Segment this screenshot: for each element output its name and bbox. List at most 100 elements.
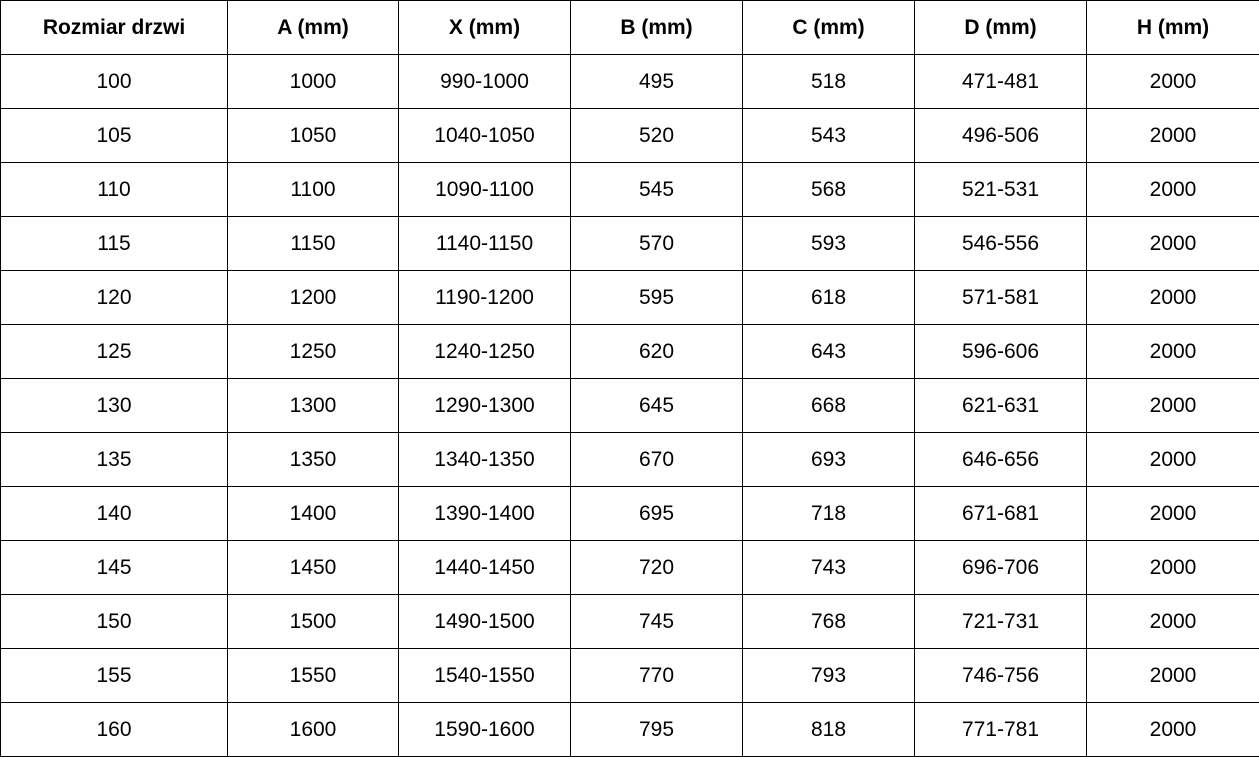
table-cell: 721-731 (914, 594, 1087, 649)
table-cell: 130 (0, 378, 228, 433)
table-cell: 670 (570, 432, 743, 487)
table-cell: 1540-1550 (398, 648, 571, 703)
table-cell: 135 (0, 432, 228, 487)
table-row: 150 1500 1490-1500 745 768 721-731 2000 (0, 594, 1259, 649)
table-cell: 1250 (227, 324, 399, 379)
table-cell: 1490-1500 (398, 594, 571, 649)
table-row: 155 1550 1540-1550 770 793 746-756 2000 (0, 648, 1259, 703)
table-cell: 596-606 (914, 324, 1087, 379)
table-cell: 1440-1450 (398, 540, 571, 595)
table-cell: 1000 (227, 54, 399, 109)
table-cell: 620 (570, 324, 743, 379)
table-cell: 768 (742, 594, 915, 649)
table-cell: 618 (742, 270, 915, 325)
table-cell: 696-706 (914, 540, 1087, 595)
table-cell: 1150 (227, 216, 399, 271)
table-cell: 160 (0, 702, 228, 757)
table-cell: 1500 (227, 594, 399, 649)
table-row: 110 1100 1090-1100 545 568 521-531 2000 (0, 162, 1259, 217)
table-cell: 2000 (1086, 702, 1259, 757)
table-row: 125 1250 1240-1250 620 643 596-606 2000 (0, 324, 1259, 379)
table-cell: 1350 (227, 432, 399, 487)
table-cell: 1100 (227, 162, 399, 217)
table-header: Rozmiar drzwi A (mm) X (mm) B (mm) C (mm) D (… (0, 0, 1259, 55)
table-cell: 645 (570, 378, 743, 433)
table-cell: 2000 (1086, 486, 1259, 541)
table-cell: 471-481 (914, 54, 1087, 109)
table-cell: 543 (742, 108, 915, 163)
table-cell: 2000 (1086, 162, 1259, 217)
table-cell: 2000 (1086, 324, 1259, 379)
table-row: 120 1200 1190-1200 595 618 571-581 2000 (0, 270, 1259, 325)
table-cell: 2000 (1086, 54, 1259, 109)
table-cell: 695 (570, 486, 743, 541)
table-cell: 1140-1150 (398, 216, 571, 271)
table-cell: 520 (570, 108, 743, 163)
table-row: 130 1300 1290-1300 645 668 621-631 2000 (0, 378, 1259, 433)
column-header: H (mm) (1086, 0, 1259, 55)
table-cell: 746-756 (914, 648, 1087, 703)
table-cell: 518 (742, 54, 915, 109)
table-cell: 100 (0, 54, 228, 109)
table-cell: 1200 (227, 270, 399, 325)
table-cell: 2000 (1086, 108, 1259, 163)
table-cell: 546-556 (914, 216, 1087, 271)
table-cell: 1290-1300 (398, 378, 571, 433)
table-cell: 1590-1600 (398, 702, 571, 757)
table-cell: 770 (570, 648, 743, 703)
table-cell: 743 (742, 540, 915, 595)
table-cell: 793 (742, 648, 915, 703)
table-row: 115 1150 1140-1150 570 593 546-556 2000 (0, 216, 1259, 271)
table-row: 100 1000 990-1000 495 518 471-481 2000 (0, 54, 1259, 109)
table-cell: 2000 (1086, 540, 1259, 595)
table-cell: 718 (742, 486, 915, 541)
table-cell: 720 (570, 540, 743, 595)
table-cell: 1550 (227, 648, 399, 703)
table-cell: 495 (570, 54, 743, 109)
table-cell: 2000 (1086, 648, 1259, 703)
column-header: B (mm) (570, 0, 743, 55)
column-header: A (mm) (227, 0, 399, 55)
table-cell: 110 (0, 162, 228, 217)
table-cell: 795 (570, 702, 743, 757)
table-cell: 2000 (1086, 216, 1259, 271)
table-cell: 621-631 (914, 378, 1087, 433)
column-header: Rozmiar drzwi (0, 0, 228, 55)
table-cell: 771-781 (914, 702, 1087, 757)
table-cell: 125 (0, 324, 228, 379)
table-row: 160 1600 1590-1600 795 818 771-781 2000 (0, 702, 1259, 757)
table-cell: 646-656 (914, 432, 1087, 487)
table-cell: 1390-1400 (398, 486, 571, 541)
table-cell: 2000 (1086, 270, 1259, 325)
table-cell: 1400 (227, 486, 399, 541)
column-header: X (mm) (398, 0, 571, 55)
table-cell: 2000 (1086, 594, 1259, 649)
table-cell: 521-531 (914, 162, 1087, 217)
table-cell: 1190-1200 (398, 270, 571, 325)
table-cell: 140 (0, 486, 228, 541)
table-row: 145 1450 1440-1450 720 743 696-706 2000 (0, 540, 1259, 595)
table-cell: 115 (0, 216, 228, 271)
table-cell: 120 (0, 270, 228, 325)
table-cell: 1600 (227, 702, 399, 757)
table-cell: 1040-1050 (398, 108, 571, 163)
table-cell: 568 (742, 162, 915, 217)
table-cell: 595 (570, 270, 743, 325)
table-cell: 496-506 (914, 108, 1087, 163)
table-cell: 145 (0, 540, 228, 595)
table-cell: 1340-1350 (398, 432, 571, 487)
table-cell: 668 (742, 378, 915, 433)
table-cell: 1050 (227, 108, 399, 163)
column-header: C (mm) (742, 0, 915, 55)
table-cell: 2000 (1086, 432, 1259, 487)
table-cell: 570 (570, 216, 743, 271)
table-cell: 643 (742, 324, 915, 379)
table-row: 135 1350 1340-1350 670 693 646-656 2000 (0, 432, 1259, 487)
table-cell: 693 (742, 432, 915, 487)
table-header-row: Rozmiar drzwi A (mm) X (mm) B (mm) C (mm) D (… (0, 0, 1259, 55)
table-cell: 155 (0, 648, 228, 703)
table-cell: 745 (570, 594, 743, 649)
table-cell: 2000 (1086, 378, 1259, 433)
table-cell: 545 (570, 162, 743, 217)
